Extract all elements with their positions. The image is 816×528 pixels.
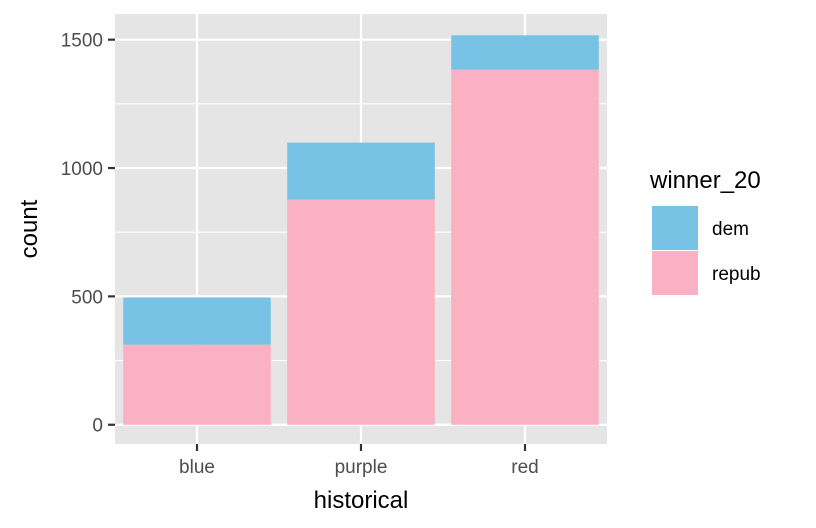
y-tick-label: 1000 [61, 159, 103, 180]
x-tick-label: blue [179, 457, 215, 478]
y-tick-label: 0 [92, 416, 103, 437]
bar-purple-repub [287, 199, 435, 425]
bar-purple-dem [287, 142, 435, 200]
y-tick-label: 1500 [61, 31, 103, 52]
legend-key-repub [652, 251, 698, 295]
legend-label-repub: repub [712, 264, 761, 285]
bar-blue-repub [123, 344, 271, 425]
bar-blue-dem [123, 297, 271, 345]
bar-red-dem [451, 35, 599, 70]
bar-red-repub [451, 69, 599, 425]
y-axis: 0 500 1000 1500 [61, 31, 115, 437]
x-tick-label: purple [335, 457, 388, 478]
legend: winner_20 dem repub [649, 167, 761, 295]
x-tick-label: red [511, 457, 538, 478]
y-tick-label: 500 [71, 287, 103, 308]
x-axis: blue purple red [179, 444, 539, 478]
bars [123, 35, 599, 425]
legend-key-dem [652, 206, 698, 250]
legend-label-dem: dem [712, 219, 749, 240]
legend-title: winner_20 [649, 167, 761, 194]
y-axis-title: count [16, 199, 43, 258]
x-axis-title: historical [314, 487, 409, 514]
